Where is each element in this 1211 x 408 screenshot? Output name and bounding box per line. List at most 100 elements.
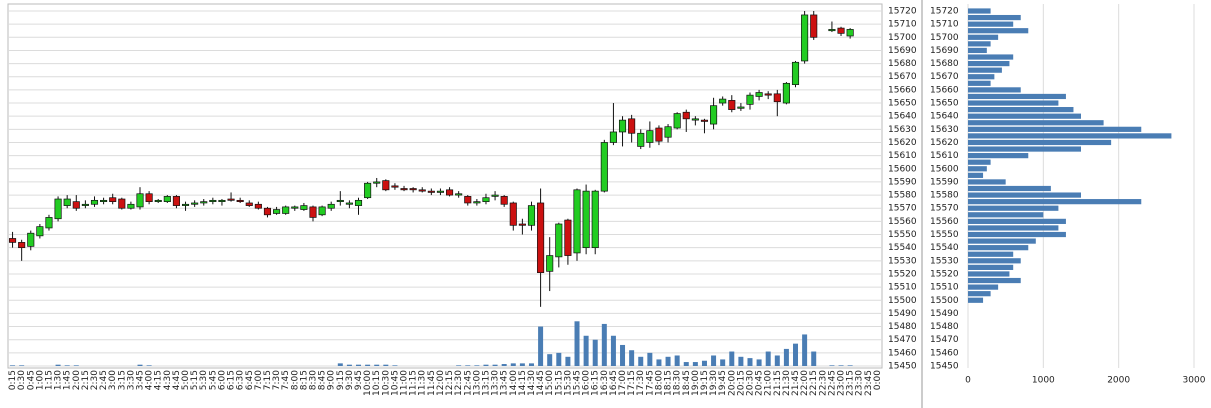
profile-bar	[968, 258, 1021, 264]
volume-bar	[519, 363, 525, 366]
x-tick-label: 1:15	[44, 370, 54, 390]
x-tick-label: 19:30	[709, 370, 719, 396]
x-tick-label: 9:45	[354, 370, 364, 390]
volume-bar	[583, 335, 589, 366]
y-tick-label: 15490	[888, 309, 917, 319]
x-tick-label: 1:30	[54, 370, 64, 390]
x-tick-label: 1000	[1032, 376, 1055, 386]
y-tick-label: 15660	[888, 85, 917, 95]
candle-body	[564, 219, 572, 256]
x-tick-label: 3:00	[108, 370, 118, 390]
candle-body	[309, 206, 317, 218]
y-tick-label: 15460	[888, 348, 917, 358]
candle-body	[409, 188, 417, 191]
profile-bar	[968, 153, 1029, 159]
y-tick-label: 15570	[888, 204, 917, 214]
candle-body	[227, 198, 235, 201]
candle-body	[773, 93, 781, 103]
x-tick-label: 8:15	[299, 370, 309, 390]
volume-bar	[765, 351, 771, 366]
candle-body	[464, 196, 472, 204]
y-tick-label: 15690	[930, 46, 959, 56]
volume-bar	[601, 323, 607, 366]
candle-body	[628, 118, 636, 134]
y-tick-label: 15540	[888, 243, 917, 253]
volume-bar	[674, 355, 680, 366]
profile-bar	[968, 60, 1010, 67]
candle-body	[846, 29, 854, 37]
volume-bar	[729, 351, 735, 366]
profile-bar	[968, 218, 1066, 224]
x-tick-label: 16:30	[600, 370, 610, 396]
x-tick-label: 14:45	[536, 370, 546, 396]
y-tick-label: 15500	[888, 296, 917, 306]
x-tick-label: 3:15	[117, 370, 127, 390]
y-tick-label: 15550	[930, 230, 959, 240]
y-tick-label: 15700	[930, 33, 959, 43]
profile-bar	[968, 126, 1142, 132]
candle-body	[127, 203, 135, 209]
y-tick-label: 15680	[930, 59, 959, 69]
x-tick-label: 13:45	[500, 370, 510, 396]
y-tick-label: 15670	[930, 72, 959, 82]
y-tick-label: 15570	[930, 204, 959, 214]
volume-bar	[19, 365, 25, 366]
x-tick-label: 13:00	[472, 370, 482, 396]
profile-bar	[968, 251, 1014, 257]
x-tick-label: 18:15	[664, 370, 674, 396]
candle-body	[145, 193, 153, 202]
x-tick-label: 0:00	[873, 370, 883, 390]
y-tick-label: 15470	[888, 335, 917, 345]
x-tick-label: 2:30	[90, 370, 100, 390]
candle-body	[591, 190, 599, 249]
candle-body	[9, 238, 17, 243]
volume-bar	[838, 365, 844, 366]
x-tick-label: 23:45	[864, 370, 874, 396]
x-tick-label: 19:00	[691, 370, 701, 396]
candle-body	[618, 119, 627, 133]
volume-bar	[756, 359, 762, 366]
candle-body	[719, 98, 727, 104]
candle-body	[573, 189, 581, 254]
profile-bar	[968, 159, 991, 165]
candle-body	[764, 93, 772, 96]
x-tick-label: 0:30	[17, 370, 27, 390]
candle-body	[582, 190, 590, 249]
x-tick-label: 7:15	[263, 370, 273, 390]
x-tick-label: 2000	[1107, 376, 1130, 386]
volume-bar	[711, 355, 717, 366]
candle-body	[509, 202, 517, 226]
candle-body	[163, 196, 171, 202]
x-tick-label: 8:00	[290, 370, 300, 390]
profile-bar	[968, 87, 1021, 93]
y-tick-label: 15600	[888, 164, 917, 174]
profile-bar	[968, 205, 1059, 211]
candle-body	[63, 198, 71, 206]
volume-bar	[501, 364, 507, 366]
volume-bar	[620, 344, 626, 366]
plot-frame	[7, 3, 883, 369]
candle-body	[90, 199, 99, 205]
candle-body	[364, 182, 372, 199]
profile-bar	[968, 297, 984, 303]
x-tick-label: 23:30	[855, 370, 865, 396]
volume-bar	[538, 326, 544, 366]
x-tick-label: 18:45	[682, 370, 692, 396]
profile-bar	[968, 93, 1066, 100]
volume-bar	[665, 356, 671, 366]
profile-bar	[968, 231, 1066, 238]
x-tick-label: 18:00	[654, 370, 664, 396]
candle-body	[45, 217, 53, 229]
candle-body	[172, 196, 180, 206]
y-tick-label: 15710	[930, 20, 959, 30]
x-tick-label: 5:45	[208, 370, 218, 390]
candle-body	[791, 61, 800, 85]
candle-body	[418, 189, 426, 192]
candle-body	[810, 14, 818, 38]
profile-bar	[968, 284, 999, 290]
candle-body	[682, 111, 690, 120]
x-tick-label: 22:15	[809, 370, 819, 396]
candle-body	[72, 201, 80, 209]
x-tick-label: 5:00	[181, 370, 191, 390]
candle-body	[81, 203, 89, 206]
